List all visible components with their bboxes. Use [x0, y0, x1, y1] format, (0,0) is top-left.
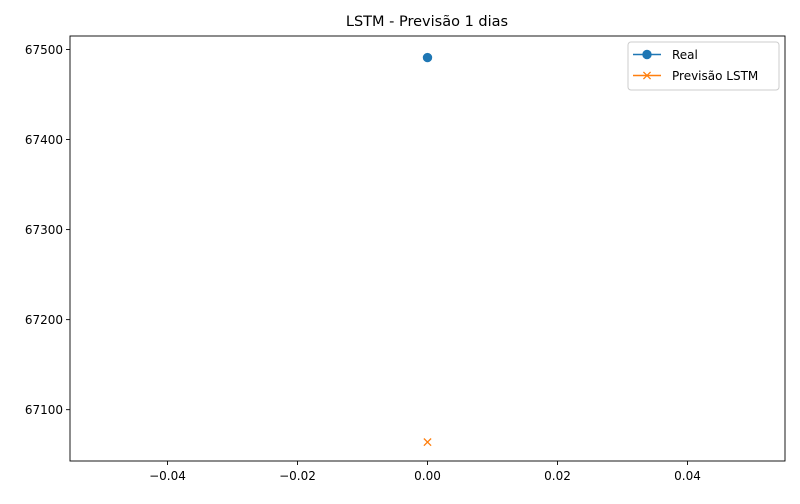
series-real [422, 52, 433, 63]
series-layer [422, 52, 433, 447]
y-tick-label: 67400 [25, 133, 63, 147]
legend-label: Real [672, 48, 698, 62]
x-axis: −0.04 −0.02 0.00 0.02 0.04 [149, 461, 701, 483]
x-tick-label: 0.04 [674, 469, 701, 483]
data-point [423, 438, 432, 447]
x-tick-label: 0.02 [544, 469, 571, 483]
y-tick-label: 67300 [25, 223, 63, 237]
legend-entry: Previsão LSTM [633, 69, 758, 83]
legend-entry: Real [633, 48, 698, 62]
legend-marker [642, 71, 652, 80]
chart-title: LSTM - Previsão 1 dias [346, 14, 508, 30]
x-marker-stroke [642, 71, 652, 80]
x-marker-stroke [423, 438, 432, 447]
data-point [422, 52, 433, 63]
series-previs-o-lstm [423, 438, 432, 447]
x-tick-label: 0.00 [414, 469, 441, 483]
y-tick-label: 67100 [25, 403, 63, 417]
y-tick-label: 67500 [25, 43, 63, 57]
x-tick-label: −0.04 [149, 469, 186, 483]
legend-box [627, 41, 780, 91]
plot-frame [69, 35, 786, 462]
legend-marker [642, 49, 652, 60]
legend-label: Previsão LSTM [672, 69, 758, 83]
x-tick-label: −0.02 [279, 469, 316, 483]
y-tick-label: 67200 [25, 313, 63, 327]
plot-area [69, 35, 786, 462]
y-axis: 67100 67200 67300 67400 67500 [25, 43, 70, 417]
legend: Real Previsão LSTM [627, 41, 780, 91]
